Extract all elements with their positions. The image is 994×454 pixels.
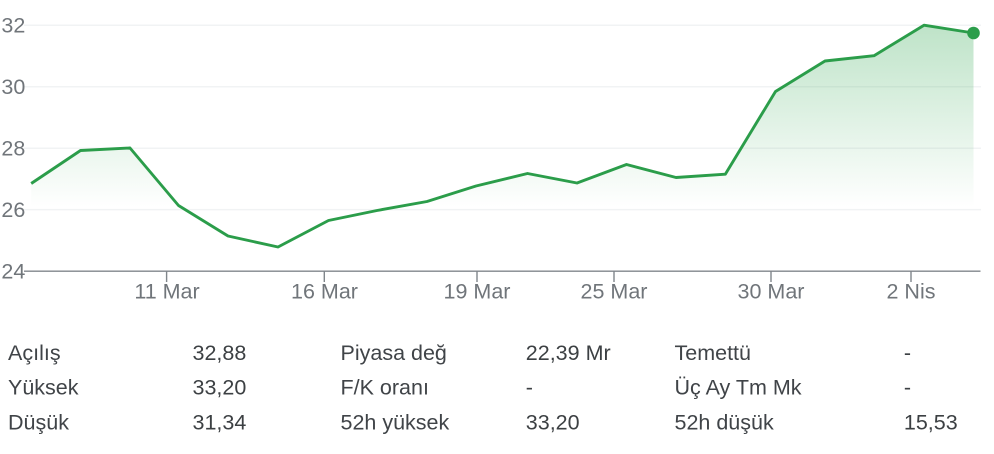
svg-text:Piyasa değ: Piyasa değ xyxy=(341,341,447,365)
svg-text:2 Nis: 2 Nis xyxy=(887,280,936,304)
svg-text:Temettü: Temettü xyxy=(675,341,751,365)
svg-text:Açılış: Açılış xyxy=(8,341,61,365)
svg-text:-: - xyxy=(904,341,911,365)
svg-text:52h düşük: 52h düşük xyxy=(675,410,774,434)
svg-text:22,39 Mr: 22,39 Mr xyxy=(526,341,611,365)
svg-text:11 Mar: 11 Mar xyxy=(134,280,199,304)
svg-text:16 Mar: 16 Mar xyxy=(291,280,358,304)
svg-text:52h yüksek: 52h yüksek xyxy=(341,410,450,434)
svg-text:-: - xyxy=(904,376,911,400)
svg-text:30 Mar: 30 Mar xyxy=(738,280,805,304)
svg-text:19 Mar: 19 Mar xyxy=(444,280,511,304)
svg-text:Üç Ay Tm Mk: Üç Ay Tm Mk xyxy=(675,376,802,400)
svg-text:F/K oranı: F/K oranı xyxy=(341,376,429,400)
svg-text:26: 26 xyxy=(1,198,25,222)
svg-text:32: 32 xyxy=(1,14,25,38)
svg-text:Yüksek: Yüksek xyxy=(8,376,79,400)
svg-text:24: 24 xyxy=(1,260,25,284)
svg-text:Düşük: Düşük xyxy=(8,410,69,434)
svg-text:25 Mar: 25 Mar xyxy=(581,280,648,304)
svg-text:15,53: 15,53 xyxy=(904,410,958,434)
svg-text:31,34: 31,34 xyxy=(193,410,247,434)
svg-text:30: 30 xyxy=(1,75,25,99)
svg-text:33,20: 33,20 xyxy=(193,376,247,400)
svg-text:33,20: 33,20 xyxy=(526,410,580,434)
svg-text:-: - xyxy=(526,376,533,400)
svg-text:28: 28 xyxy=(1,137,25,161)
svg-text:32,88: 32,88 xyxy=(193,341,247,365)
